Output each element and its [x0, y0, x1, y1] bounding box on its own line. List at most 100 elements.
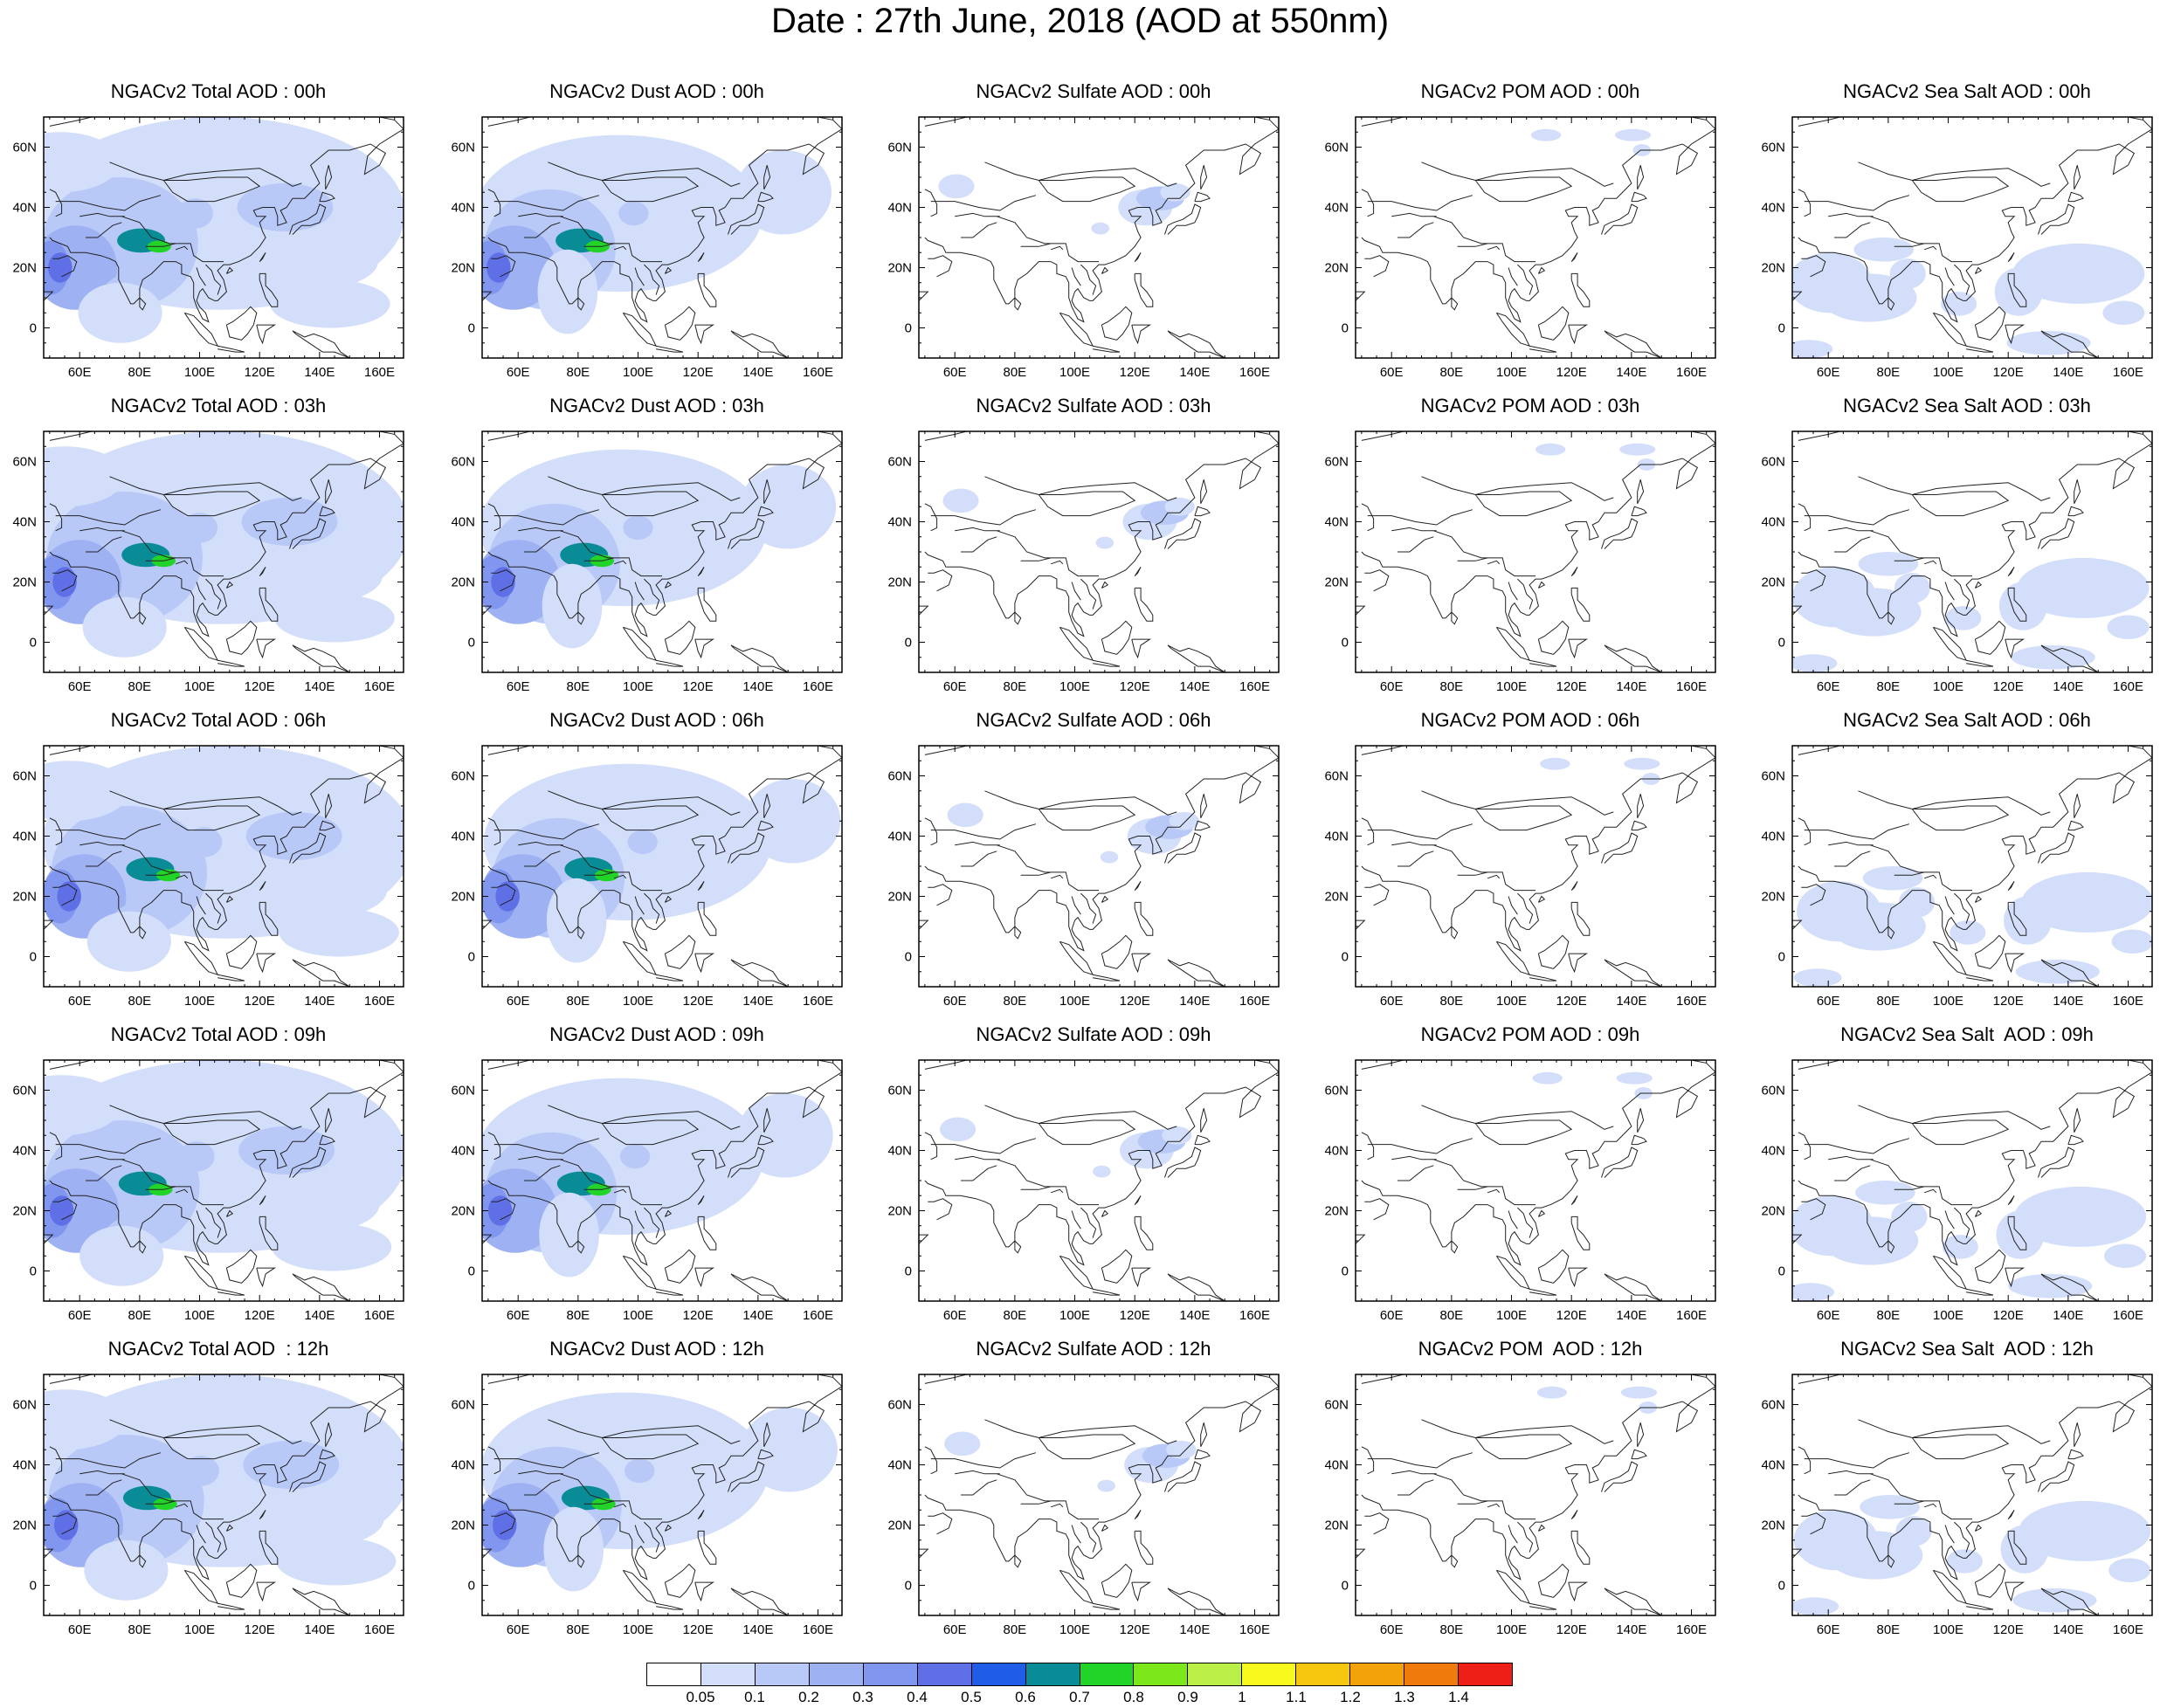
- lon-tick-label: 120E: [683, 679, 714, 694]
- coastline: [930, 1452, 1037, 1469]
- coastline: [1923, 874, 1937, 879]
- coastline: [697, 1195, 705, 1205]
- coastlines: [482, 431, 842, 672]
- coastline: [2040, 959, 2099, 987]
- aod-patch: [44, 1075, 122, 1136]
- coastline: [955, 841, 1000, 846]
- aod-patch: [1097, 1479, 1115, 1492]
- coastline: [1200, 1422, 1208, 1448]
- coastline: [259, 1510, 266, 1519]
- coastline: [1164, 518, 1202, 549]
- coastline: [1059, 1569, 1094, 1605]
- coastline: [325, 794, 333, 819]
- coastline: [583, 1500, 615, 1505]
- coastline: [225, 620, 258, 655]
- coastline: [1391, 841, 1437, 846]
- colorbar-cell: [1242, 1663, 1297, 1685]
- coastline: [924, 1446, 938, 1475]
- lat-tick-label: 60N: [451, 769, 475, 784]
- lon-tick-label: 80E: [1877, 1308, 1901, 1323]
- coastline: [109, 162, 302, 187]
- coastline: [664, 934, 696, 969]
- lon-tick-label: 140E: [1179, 1308, 1210, 1323]
- coastline: [1570, 1510, 1578, 1519]
- coastline: [2074, 1422, 2081, 1448]
- lat-tick-label: 20N: [1324, 261, 1349, 276]
- map-panel: NGACv2 Dust AOD : 12h 60E 80E 100E 120E 140E 1…: [438, 1338, 875, 1652]
- coastline: [1923, 1188, 1937, 1194]
- coastline: [601, 1434, 700, 1460]
- lon-tick-label: 160E: [803, 994, 833, 1009]
- coastline: [1495, 312, 1531, 348]
- lon-tick-label: 140E: [1179, 365, 1210, 380]
- aod-patch: [44, 446, 125, 507]
- coastline: [1529, 345, 1557, 353]
- lon-tick-label: 80E: [1004, 679, 1027, 694]
- lon-tick-label: 140E: [742, 365, 773, 380]
- coastline: [1050, 874, 1064, 879]
- coastline: [1792, 919, 1803, 942]
- colorbar-cell: [809, 1663, 864, 1685]
- coastline: [109, 790, 302, 816]
- lon-tick-label: 140E: [742, 679, 773, 694]
- coastline: [2007, 1195, 2015, 1205]
- panel-title: NGACv2 Sulfate AOD : 09h: [976, 1023, 1211, 1045]
- colorbar-cell: [1296, 1663, 1351, 1685]
- lat-tick-label: 40N: [1324, 201, 1349, 216]
- coastlines: [1792, 431, 2152, 672]
- aod-patch: [1855, 1181, 1915, 1205]
- aod-patch: [2000, 1525, 2049, 1574]
- coastline: [2038, 832, 2075, 864]
- coastline: [1537, 266, 1546, 274]
- coastline: [1570, 587, 1591, 622]
- lat-tick-label: 0: [905, 1264, 912, 1279]
- lon-tick-label: 100E: [184, 679, 215, 694]
- lon-tick-label: 120E: [1556, 365, 1587, 380]
- aod-map: 60E 80E 100E 120E 140E 160E 60N 40N 20N 0: [887, 116, 1280, 380]
- aod-patch: [231, 860, 388, 921]
- coastline: [1858, 790, 2051, 816]
- coastline: [997, 1473, 1099, 1520]
- coastline: [2067, 820, 2084, 831]
- lat-tick-label: 20N: [12, 261, 37, 276]
- coastline: [1474, 176, 1573, 203]
- panel-title: NGACv2 POM AOD : 09h: [1420, 1023, 1640, 1045]
- coastline: [1537, 1524, 1546, 1532]
- aod-map: 60E 80E 100E 120E 140E 160E 60N 40N 20N 0: [1761, 116, 2153, 380]
- coastline: [1131, 638, 1152, 659]
- coastline: [1932, 1569, 1968, 1605]
- lon-tick-label: 100E: [184, 365, 215, 380]
- lon-tick-label: 140E: [1616, 1622, 1646, 1637]
- coastline: [664, 1249, 696, 1284]
- coastline: [1974, 266, 1983, 274]
- lat-tick-label: 40N: [12, 515, 37, 530]
- coastline: [656, 1288, 684, 1296]
- coastline: [256, 324, 277, 345]
- lon-tick-label: 120E: [1556, 1308, 1587, 1323]
- lat-tick-label: 20N: [887, 575, 912, 590]
- coastline: [1487, 1188, 1501, 1194]
- coastline: [225, 1209, 234, 1217]
- coastline: [1433, 1473, 1535, 1520]
- coastline: [225, 895, 234, 903]
- aod-map: 60E 80E 100E 120E 140E 160E 60N 40N 20N 0: [1761, 1059, 2153, 1323]
- map-panel: NGACv2 Total AOD : 09h 60E 80E 100E 120E 140E…: [0, 1023, 437, 1338]
- lon-tick-label: 100E: [1933, 679, 1963, 694]
- coastline: [1637, 794, 1645, 819]
- coastline: [289, 203, 327, 235]
- coastline: [1071, 1525, 1081, 1544]
- aod-patch: [539, 1192, 599, 1278]
- lon-tick-label: 160E: [2113, 679, 2143, 694]
- lon-tick-label: 120E: [683, 1308, 714, 1323]
- coastline: [52, 1512, 78, 1535]
- coastline: [560, 1159, 662, 1206]
- coastline: [961, 536, 997, 553]
- aod-patch: [82, 596, 167, 658]
- aod-patch: [741, 1407, 838, 1492]
- coastline: [634, 896, 645, 915]
- lat-tick-label: 0: [1778, 1579, 1785, 1594]
- coastline: [1804, 195, 1910, 211]
- coastline: [924, 503, 938, 532]
- lon-tick-label: 60E: [507, 679, 530, 694]
- coastline: [487, 503, 501, 532]
